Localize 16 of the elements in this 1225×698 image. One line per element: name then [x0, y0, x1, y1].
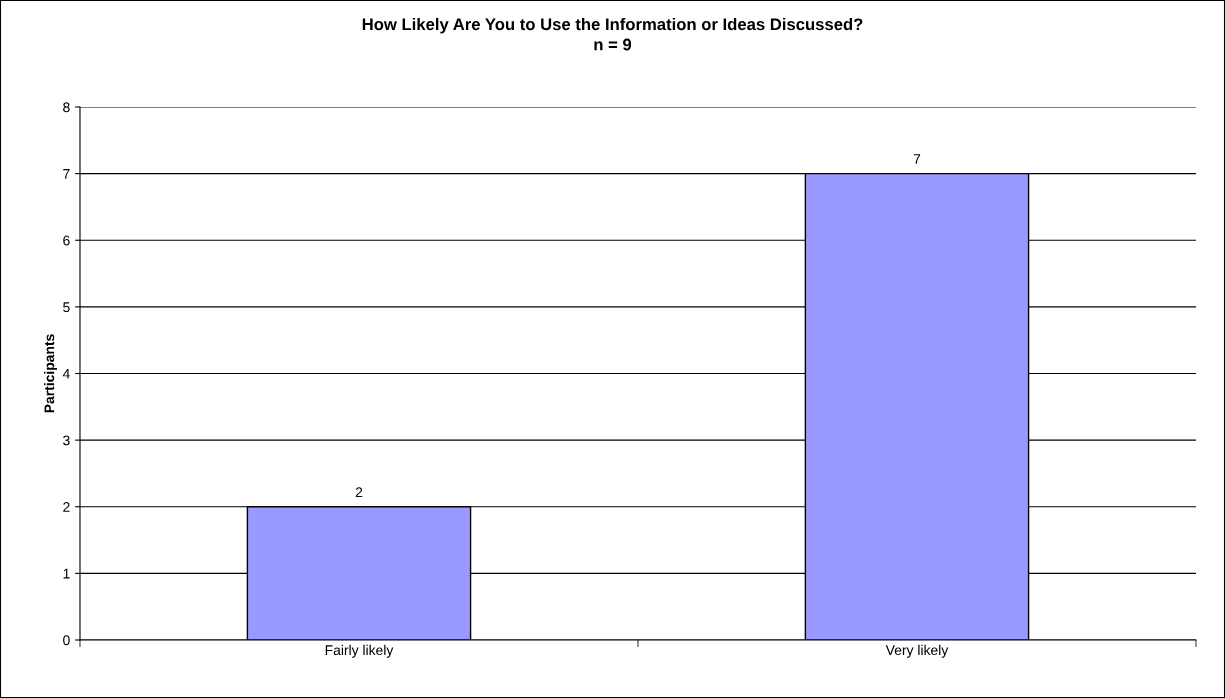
y-tick-label: 3 — [63, 435, 70, 446]
y-tick-label: 1 — [63, 568, 70, 579]
y-tick-label: 6 — [63, 235, 70, 246]
y-tick-label: 4 — [62, 368, 70, 379]
x-tick-label: Very likely — [885, 644, 949, 658]
chart-title: How Likely Are You to Use the Information or Ideas Discussed? — [362, 17, 863, 34]
y-tick-label: 2 — [63, 502, 70, 512]
x-tick-label: Fairly likely — [325, 644, 394, 658]
data-label: 7 — [913, 154, 921, 164]
chart-subtitle: n = 9 — [594, 38, 632, 51]
data-label: 2 — [355, 487, 363, 497]
y-axis-title: Participants — [44, 334, 57, 413]
y-tick-label: 7 — [63, 169, 70, 179]
y-tick-label: 5 — [63, 302, 70, 313]
y-tick-label: 0 — [63, 635, 70, 646]
y-tick-label: 8 — [63, 102, 70, 113]
